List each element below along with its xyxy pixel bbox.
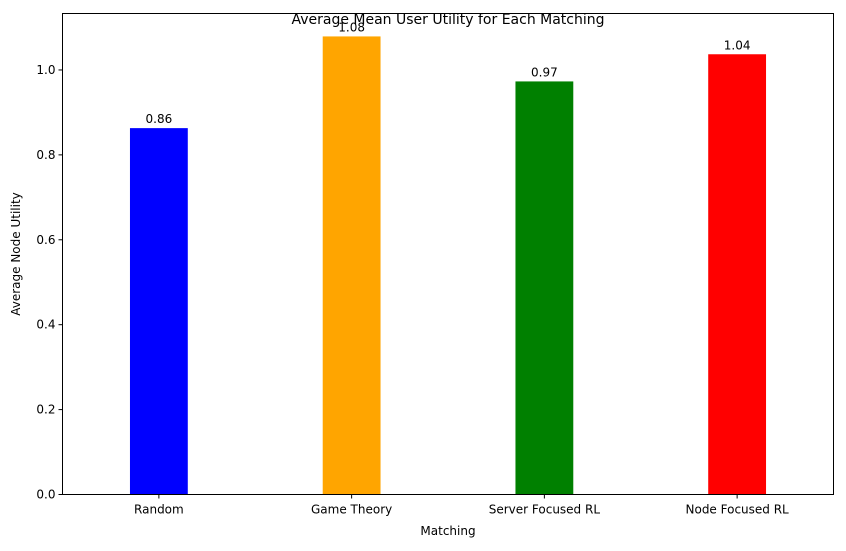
y-tick-label: 0.6 <box>36 233 55 247</box>
bar-value-label: 0.86 <box>146 112 173 126</box>
bar-value-label: 0.97 <box>531 65 558 79</box>
bars-layer <box>129 36 767 495</box>
y-tick-label: 0.2 <box>36 403 55 417</box>
y-tick-label: 1.0 <box>36 63 55 77</box>
y-tick-label: 0.8 <box>36 148 55 162</box>
y-axis: 0.0 0.2 0.4 0.6 0.8 1.0 <box>36 63 63 502</box>
x-tick-label: Server Focused RL <box>489 503 601 517</box>
bar-value-label: 1.08 <box>338 20 365 34</box>
bar-node-focused-rl <box>708 54 767 495</box>
x-axis: Random Game Theory Server Focused RL Node F… <box>134 494 790 517</box>
y-axis-label: Average Node Utility <box>9 192 23 316</box>
y-tick-label: 0.0 <box>36 488 55 502</box>
y-tick-label: 0.4 <box>36 318 55 332</box>
x-axis-label: Matching <box>420 524 475 538</box>
chart-title: Average Mean User Utility for Each Match… <box>291 12 604 28</box>
bar-random <box>129 128 188 495</box>
bar-game-theory <box>322 36 381 495</box>
plot-frame <box>62 13 834 495</box>
bar-labels-layer: 0.86 1.08 0.97 1.04 <box>146 20 751 126</box>
bar-server-focused-rl <box>515 81 574 495</box>
x-tick-label: Game Theory <box>311 503 392 517</box>
x-tick-label: Node Focused RL <box>686 503 790 517</box>
x-tick-label: Random <box>134 503 184 517</box>
bar-value-label: 1.04 <box>724 38 751 52</box>
